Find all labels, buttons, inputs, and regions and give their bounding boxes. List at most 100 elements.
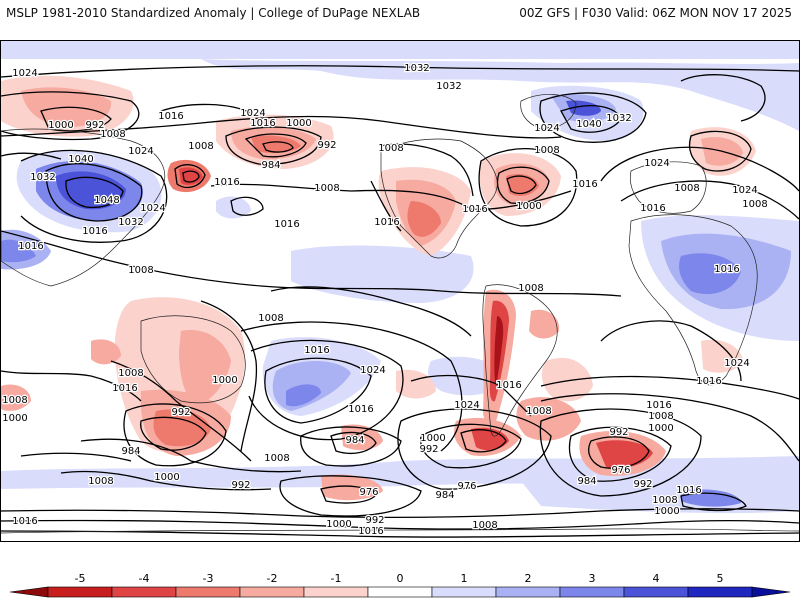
- isobar-line: [244, 133, 307, 158]
- anomaly-region: [407, 201, 441, 237]
- anomaly-region: [251, 135, 301, 154]
- map-panel: 1024 1032 1032 1000 992 1016 1008 1024 1016 1000 1…: [0, 40, 800, 542]
- isobar-label: 1000: [154, 472, 179, 483]
- isobar-line: [174, 164, 206, 189]
- isobar-line: [688, 130, 752, 172]
- isobar-line: [300, 426, 402, 467]
- isobar-line: [568, 426, 672, 482]
- isobar-label: 984: [345, 435, 364, 446]
- isobar-line: [1, 65, 799, 78]
- isobar-label: 1016: [676, 485, 701, 496]
- isobar-line: [200, 300, 258, 452]
- isobar-line: [539, 408, 702, 497]
- anomaly-region: [286, 384, 321, 407]
- anomaly-region: [341, 424, 383, 451]
- chart-title: MSLP 1981-2010 Standardized Anomaly | Co…: [6, 6, 421, 20]
- isobar-label: 1024: [12, 68, 37, 79]
- continent-outline-antarctica: [1, 528, 799, 534]
- colorbar-segment: [751, 586, 791, 598]
- isobar-line: [240, 321, 463, 452]
- isobar-label: 984: [435, 490, 454, 501]
- isobar-label: 1008: [264, 453, 289, 464]
- colorbar-segment: [367, 586, 433, 598]
- isobar-line: [410, 374, 532, 417]
- colorbar-segment: [175, 586, 241, 598]
- isobar-label: 992: [171, 407, 190, 418]
- colorbar-tick-label: 4: [652, 572, 660, 585]
- isobar-label: 1008: [652, 495, 677, 506]
- anomaly-region: [529, 309, 560, 339]
- isobar-label: 976: [611, 465, 630, 476]
- isobar-label: 1016: [714, 264, 739, 275]
- isobar-label: 1032: [404, 63, 429, 74]
- isobar-line: [560, 105, 622, 133]
- isobar-line: [330, 431, 377, 454]
- continent-outline-asia: [1, 128, 166, 287]
- isobar-label: 1016: [250, 118, 275, 129]
- isobar-label: 1024: [534, 123, 559, 134]
- isobar-label: 1008: [518, 283, 543, 294]
- continent-outline-north-america: [380, 138, 498, 259]
- continent-outline-africa: [628, 214, 758, 386]
- isobar-label: 1024: [128, 146, 153, 157]
- colorbar-tick-label: 1: [460, 572, 468, 585]
- isobar-label: 1000: [2, 413, 27, 424]
- isobar-label: 992: [365, 515, 384, 526]
- isobar-label: 1000: [48, 120, 73, 131]
- colorbar-tick-label: -2: [266, 572, 278, 585]
- isobar-label: 1032: [606, 113, 631, 124]
- isobar-line: [420, 423, 522, 469]
- colorbar-segment: [303, 586, 369, 598]
- anomaly-region: [216, 196, 251, 219]
- anomaly-region: [471, 427, 509, 451]
- colorbar-tick-label: 0: [396, 572, 404, 585]
- isobar-label: 1032: [30, 172, 55, 183]
- colorbar-segment: [47, 586, 113, 598]
- isobar-line: [1, 152, 62, 160]
- continent-outline-australia: [140, 315, 246, 404]
- isobar-line: [370, 180, 402, 232]
- isobar-line: [210, 183, 572, 210]
- isobar-line: [1, 230, 622, 297]
- anomaly-region: [566, 100, 601, 116]
- isobar-label: 1016: [12, 516, 37, 527]
- isobar-line: [182, 170, 200, 183]
- isobar-label: 1048: [94, 195, 119, 206]
- isobar-line: [1, 519, 799, 530]
- isobar-label: 1016: [646, 400, 671, 411]
- colorbar-segment: [495, 586, 561, 598]
- isobar-label: 984: [577, 476, 596, 487]
- isobar-line: [1, 370, 142, 402]
- isobar-line: [140, 416, 207, 451]
- isobar-label: 1032: [436, 81, 461, 92]
- isobar-label: 976: [457, 481, 476, 492]
- isobar-label: 1008: [314, 183, 339, 194]
- isobar-label: 1016: [18, 241, 43, 252]
- isobar-line: [65, 176, 124, 209]
- isobar-line: [680, 74, 766, 122]
- isobar-label: 984: [121, 446, 140, 457]
- isobar-label: 1016: [214, 177, 239, 188]
- anomaly-region: [56, 171, 126, 210]
- colorbar-tick-label: -5: [74, 572, 86, 585]
- isobar-line: [225, 126, 322, 165]
- isobar-label: 992: [419, 444, 438, 455]
- isobar-label: 1000: [420, 433, 445, 444]
- isobar-label: 1008: [648, 411, 673, 422]
- colorbar-tick-label: 2: [524, 572, 532, 585]
- isobar-label: 1016: [462, 204, 487, 215]
- isobar-label: 1024: [240, 108, 265, 119]
- isobar-label: 992: [609, 427, 628, 438]
- isobar-line: [262, 141, 294, 153]
- isobar-label: 1008: [258, 313, 283, 324]
- colorbar-segment: [9, 586, 49, 598]
- isobar-label: 1016: [358, 526, 383, 537]
- continent-outline-europe: [629, 161, 707, 214]
- isobar-line: [20, 149, 168, 243]
- isobar-label: 992: [231, 480, 250, 491]
- colorbar-segment: [623, 586, 689, 598]
- isobar-label: 1016: [274, 219, 299, 230]
- isobar-label: 1016: [112, 383, 137, 394]
